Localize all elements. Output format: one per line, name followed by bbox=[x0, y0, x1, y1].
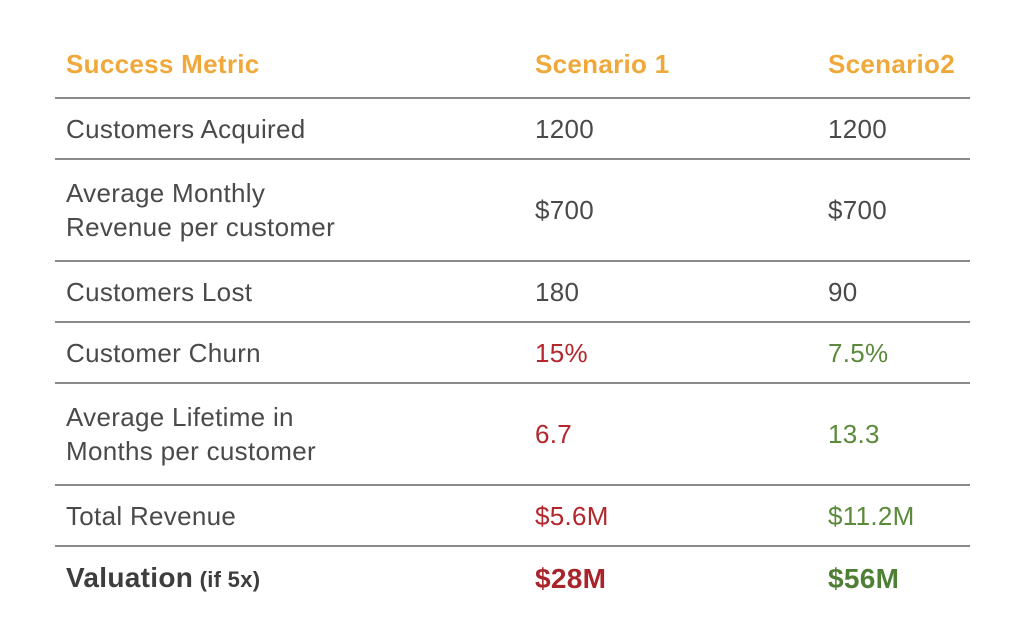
table-row-valuation: Valuation (if 5x) $28M $56M bbox=[55, 547, 970, 611]
metric-label-line-2: Revenue per customer bbox=[66, 212, 336, 242]
metric-label-line-2: Months per customer bbox=[66, 436, 316, 466]
scenario-2-value: $11.2M bbox=[828, 500, 915, 531]
table-row-average-monthly-revenue: Average Monthly Revenue per customer $70… bbox=[55, 160, 970, 262]
metrics-table: Success Metric Scenario 1 Scenario2 Cust… bbox=[55, 30, 970, 611]
table-header-row: Success Metric Scenario 1 Scenario2 bbox=[55, 30, 970, 99]
header-scenario-2: Scenario2 bbox=[828, 48, 955, 79]
scenario-1-value: 6.7 bbox=[535, 419, 573, 449]
scenario-1-valuation: $28M bbox=[535, 563, 607, 594]
valuation-note: (if 5x) bbox=[193, 567, 261, 592]
table-row-customer-churn: Customer Churn 15% 7.5% bbox=[55, 323, 970, 384]
metric-label-line-1: Average Monthly bbox=[66, 178, 266, 208]
table-row-total-revenue: Total Revenue $5.6M $11.2M bbox=[55, 486, 970, 547]
table-row-customers-acquired: Customers Acquired 1200 1200 bbox=[55, 99, 970, 160]
metric-label: Total Revenue bbox=[66, 500, 237, 531]
scenario-1-value: $700 bbox=[535, 195, 595, 225]
header-scenario-1: Scenario 1 bbox=[535, 48, 670, 79]
metric-label: Customers Acquired bbox=[66, 113, 306, 144]
scenario-2-value: $700 bbox=[828, 195, 888, 225]
table-row-average-lifetime: Average Lifetime in Months per customer … bbox=[55, 384, 970, 486]
table-row-customers-lost: Customers Lost 180 90 bbox=[55, 262, 970, 323]
scenario-1-value: 15% bbox=[535, 337, 588, 368]
metric-label: Average Monthly Revenue per customer bbox=[55, 176, 535, 244]
scenario-2-value: 90 bbox=[828, 276, 858, 307]
scenario-2-valuation: $56M bbox=[828, 563, 900, 594]
valuation-label: Valuation bbox=[66, 562, 194, 593]
metric-label: Customer Churn bbox=[66, 337, 261, 368]
scenario-2-value: 7.5% bbox=[828, 337, 889, 368]
metric-label: Valuation (if 5x) bbox=[55, 561, 535, 597]
metric-label: Customers Lost bbox=[66, 276, 253, 307]
scenario-1-value: 180 bbox=[535, 276, 580, 307]
scenario-1-value: $5.6M bbox=[535, 500, 609, 531]
header-success-metric: Success Metric bbox=[66, 48, 260, 79]
scenario-1-value: 1200 bbox=[535, 113, 595, 144]
metric-label-line-1: Average Lifetime in bbox=[66, 402, 294, 432]
scenario-2-value: 13.3 bbox=[828, 419, 880, 449]
metric-label: Average Lifetime in Months per customer bbox=[55, 400, 535, 468]
scenario-2-value: 1200 bbox=[828, 113, 888, 144]
